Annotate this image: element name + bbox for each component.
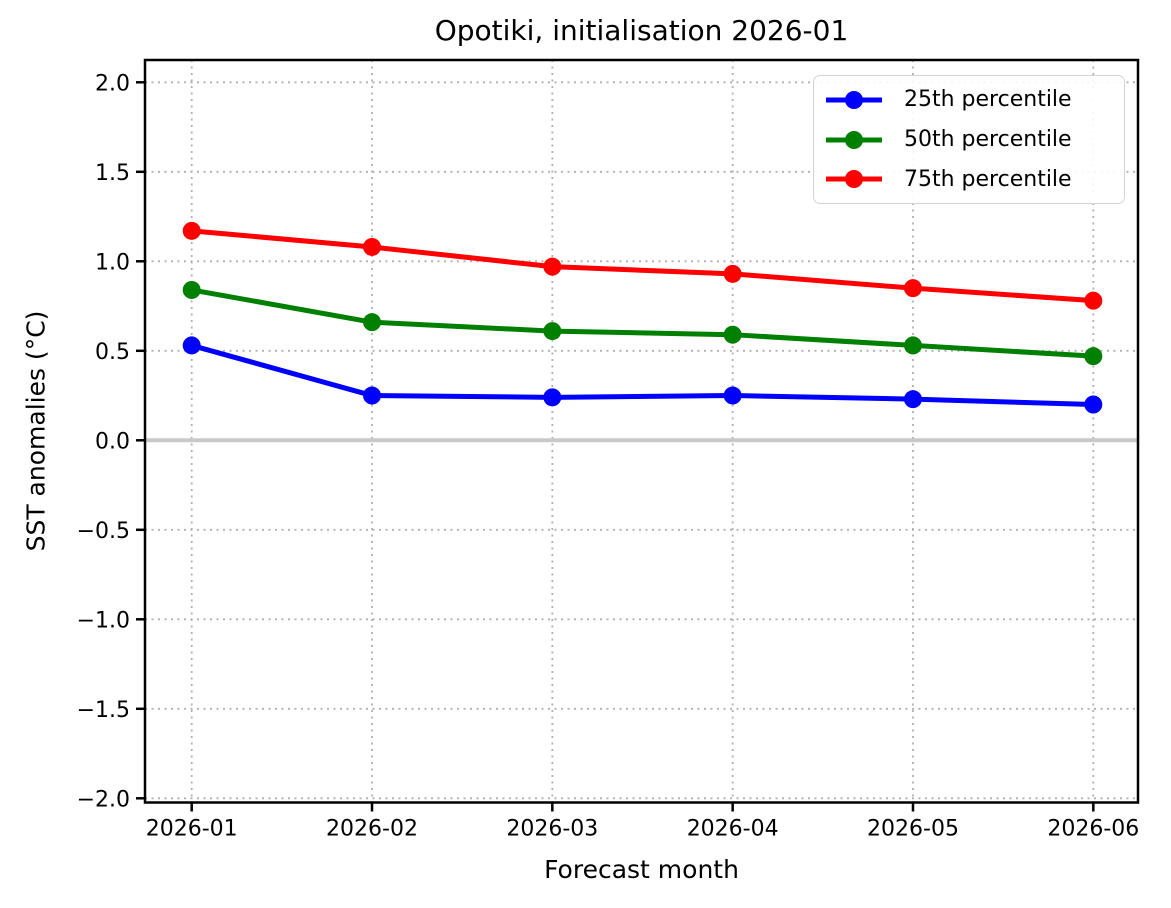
data-point-marker <box>723 264 742 283</box>
y-tick-label: 1.0 <box>95 250 130 275</box>
axes-frame <box>143 58 1140 804</box>
series-line <box>189 228 1096 304</box>
legend-label: 75th percentile <box>904 166 1072 192</box>
legend-label: 25th percentile <box>904 87 1072 113</box>
series-line <box>189 287 1096 359</box>
legend-label: 50th percentile <box>904 127 1072 152</box>
legend-sample-marker <box>845 170 863 189</box>
x-tick-label: 2026-06 <box>1047 817 1139 842</box>
legend-line-sample-25th <box>826 90 882 109</box>
legend-line-sample-50th <box>826 130 882 149</box>
data-point-marker <box>1084 347 1103 366</box>
data-point-marker <box>903 279 922 298</box>
legend-sample-marker <box>845 130 863 149</box>
y-tick-label: −2.0 <box>77 787 130 812</box>
legend-item: 25th percentile <box>814 80 1124 120</box>
data-point-marker <box>543 388 562 407</box>
y-tick-label: −0.5 <box>77 519 130 544</box>
data-point-marker <box>1084 291 1103 310</box>
data-point-marker <box>903 390 922 409</box>
legend-sample-marker <box>845 90 863 109</box>
x-tick-label: 2026-01 <box>146 817 238 842</box>
data-point-marker <box>363 237 382 256</box>
data-point-marker <box>543 322 562 341</box>
data-point-marker <box>363 313 382 332</box>
chart-title: Opotiki, initialisation 2026-01 <box>434 14 849 47</box>
y-tick-label: 2.0 <box>95 71 130 96</box>
legend-line-sample-75th <box>826 170 882 189</box>
data-point-marker <box>903 336 922 355</box>
data-point-marker <box>1084 395 1103 414</box>
data-point-marker <box>363 386 382 405</box>
y-tick-label: 1.5 <box>95 161 130 186</box>
legend: 25th percentile 50th percentile 75th per… <box>813 75 1125 204</box>
legend-item: 75th percentile <box>814 159 1124 199</box>
data-point-marker <box>543 257 562 276</box>
data-point-marker <box>723 386 742 405</box>
y-tick-label: −1.0 <box>77 608 130 633</box>
series-line <box>189 342 1096 407</box>
x-tick-label: 2026-03 <box>506 817 598 842</box>
y-tick-label: −1.5 <box>77 698 130 723</box>
y-tick-label: 0.0 <box>95 429 130 454</box>
data-point-marker <box>723 325 742 344</box>
data-point-marker <box>182 221 201 240</box>
legend-item: 50th percentile <box>814 120 1124 160</box>
x-axis-label: Forecast month <box>544 855 739 884</box>
x-tick-label: 2026-04 <box>687 817 779 842</box>
data-point-marker <box>182 280 201 299</box>
x-tick-label: 2026-02 <box>326 817 418 842</box>
y-axis-label: SST anomalies (°C) <box>21 310 51 552</box>
x-tick-label: 2026-05 <box>867 817 959 842</box>
y-tick-label: 0.5 <box>95 340 130 365</box>
data-point-marker <box>182 336 201 355</box>
